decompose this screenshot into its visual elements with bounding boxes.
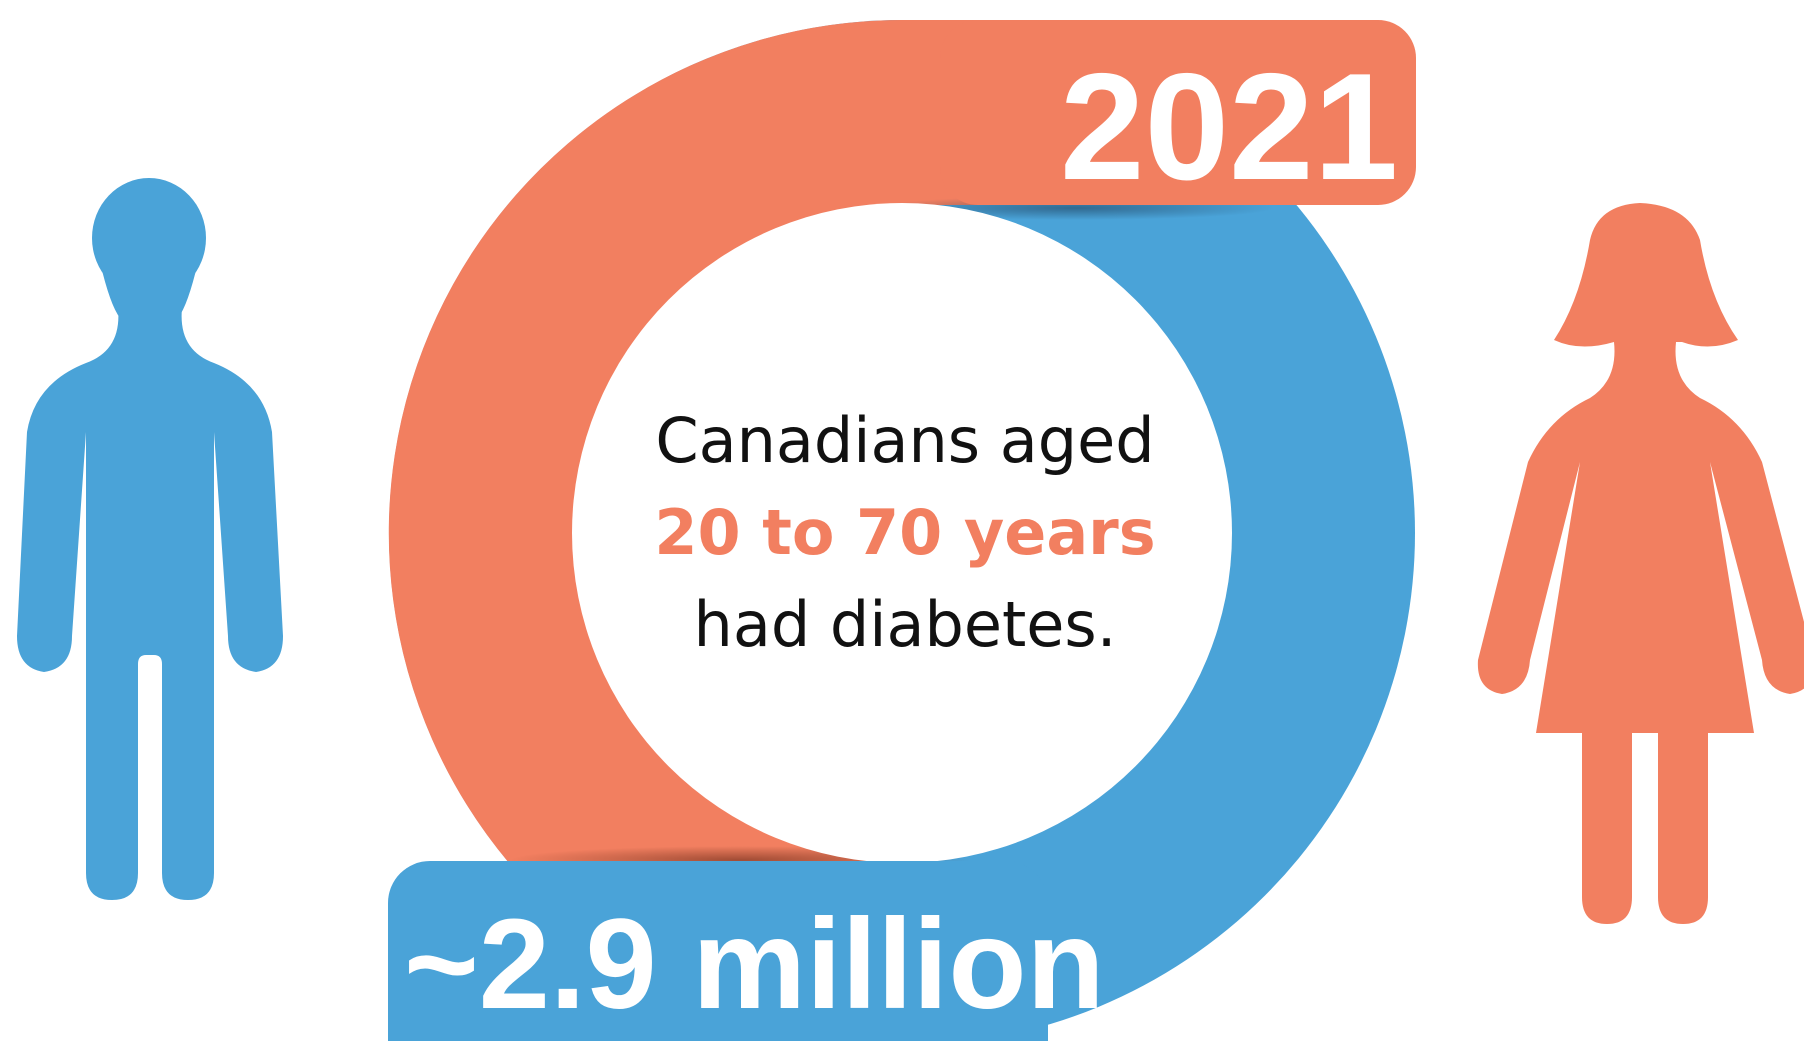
male-figure-icon — [17, 178, 283, 900]
center-statement: Canadians aged 20 to 70 years had diabet… — [590, 395, 1220, 671]
center-line-1: Canadians aged — [655, 404, 1155, 477]
year-label: 2021 — [1060, 42, 1399, 212]
year-banner — [940, 20, 1416, 205]
total-banner — [388, 861, 1048, 1041]
total-label: ~2.9 million — [404, 893, 1105, 1036]
center-line-3: had diabetes. — [693, 588, 1117, 661]
female-figure-icon — [1477, 203, 1804, 924]
donut-hole — [572, 203, 1232, 863]
center-line-2-highlight: 20 to 70 years — [654, 496, 1156, 569]
